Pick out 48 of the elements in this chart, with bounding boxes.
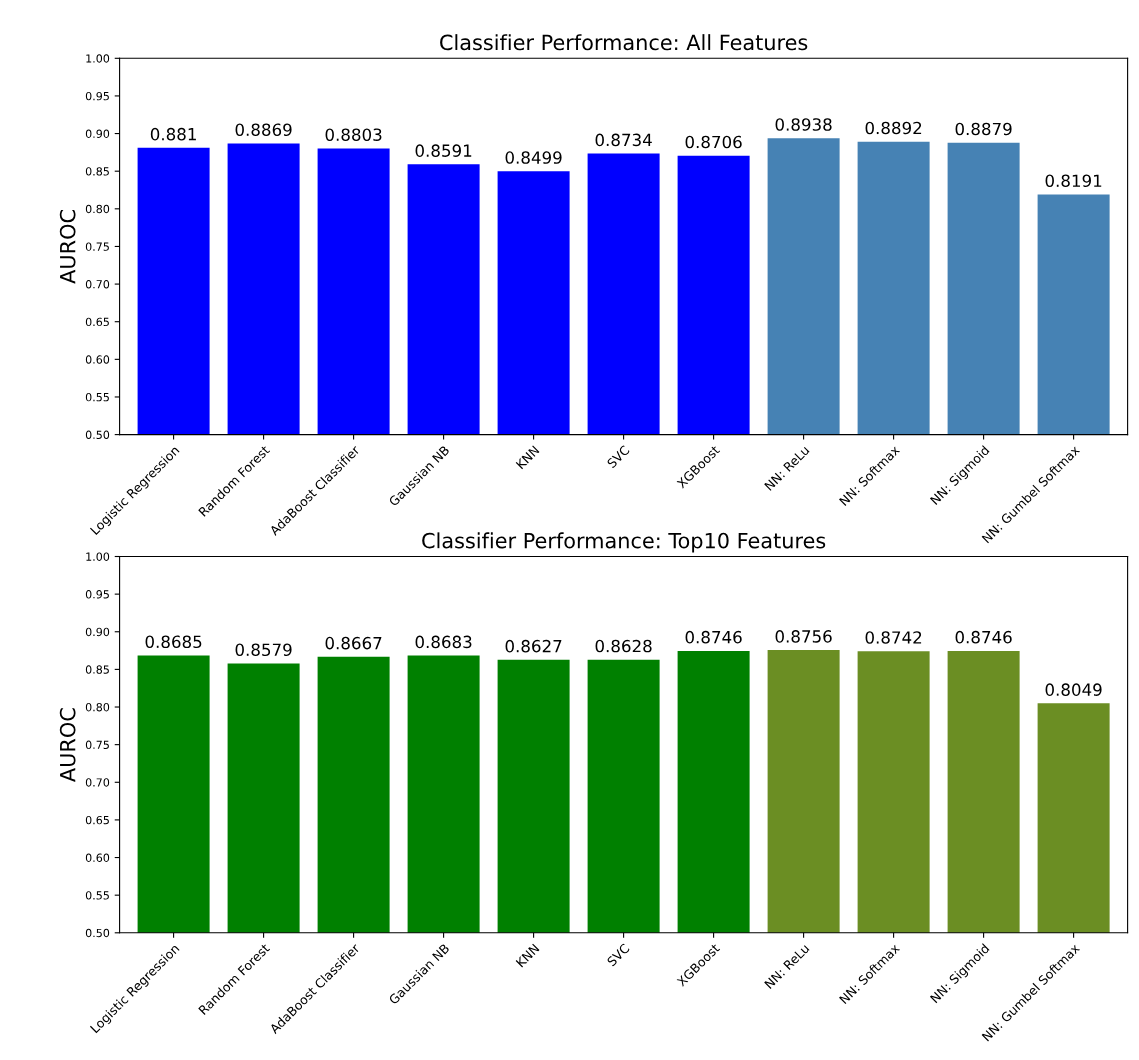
y-tick-label: 0.70 [85,280,110,289]
y-tick-label: 0.65 [85,317,109,327]
data-label: 0.8869 [235,123,292,137]
y-tick-label: 0.70 [85,778,110,787]
data-label: 0.8628 [595,639,652,653]
data-label: 0.8683 [415,635,472,649]
data-label: 0.8191 [1045,174,1102,188]
data-label: 0.8706 [685,135,742,149]
data-label: 0.8938 [775,118,832,131]
y-axis-title: AUROC [59,708,76,782]
data-label: 0.8803 [325,128,382,141]
y-tick-label: 0.95 [85,590,109,599]
y-tick-label: 0.90 [85,129,110,138]
y-tick-label: 0.50 [85,430,110,439]
data-label: 0.8591 [415,144,472,157]
data-label: 0.8746 [955,630,1012,644]
data-label: 0.8627 [505,639,562,653]
y-tick-label: 0.95 [85,91,109,101]
data-label: 0.8579 [235,643,292,657]
y-tick-label: 0.65 [85,815,109,825]
y-axis-title: AUROC [59,210,76,284]
y-tick-label: 0.75 [85,740,109,750]
data-label: 0.8049 [1045,683,1102,696]
y-tick-label: 0.85 [85,167,109,176]
chart-title: Classifier Performance: Top10 Features [422,532,826,553]
y-tick-label: 0.90 [85,627,110,637]
y-tick-label: 0.80 [85,702,110,712]
data-label: 0.8685 [145,635,202,649]
data-label: 0.8746 [685,630,742,644]
y-tick-label: 0.80 [85,204,110,214]
y-tick-label: 0.75 [85,242,109,251]
y-tick-label: 0.55 [85,891,109,900]
y-tick-label: 0.85 [85,665,109,674]
data-label: 0.8892 [865,121,922,135]
y-tick-label: 0.60 [85,355,110,364]
data-label: 0.8756 [775,630,832,643]
data-label: 0.8742 [865,631,922,644]
y-tick-label: 1.00 [86,552,110,561]
data-label: 0.8879 [955,122,1012,136]
data-label: 0.8734 [595,133,652,147]
chart-title: Classifier Performance: All Features [440,34,808,51]
data-label: 0.8499 [505,151,562,164]
y-tick-label: 0.55 [85,392,109,402]
data-label: 0.881 [150,127,196,141]
y-tick-label: 0.50 [85,928,110,938]
y-tick-label: 0.60 [85,853,110,862]
y-tick-label: 1.00 [86,54,110,63]
data-label: 0.8667 [325,636,382,650]
